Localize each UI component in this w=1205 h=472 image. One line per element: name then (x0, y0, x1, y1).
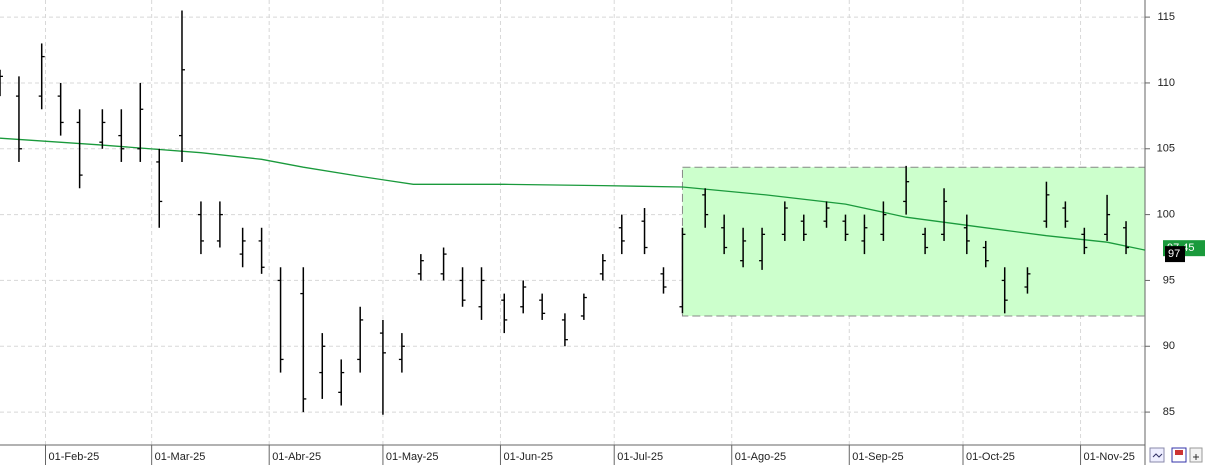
y-tick-label: 115 (1157, 11, 1175, 23)
y-tick-label: 100 (1157, 209, 1175, 221)
y-tick-label: 95 (1163, 274, 1175, 286)
x-tick-label: 01-May-25 (386, 451, 439, 463)
y-tick-label: 85 (1163, 406, 1175, 418)
zoom-icon (1152, 453, 1163, 458)
x-tick-label: 01-Sep-25 (852, 451, 903, 463)
y-tick-label: 90 (1163, 340, 1175, 352)
x-tick-label: 01-Mar-25 (155, 451, 206, 463)
x-tick-label: 01-Abr-25 (272, 451, 321, 463)
x-tick-label: 01-Jun-25 (503, 451, 553, 463)
expand-icon (1193, 454, 1199, 460)
last-price-bg (1165, 246, 1185, 263)
x-tick-label: 01-Ago-25 (735, 451, 786, 463)
x-tick-label: 01-Feb-25 (48, 451, 99, 463)
x-tick-label: 01-Nov-25 (1084, 451, 1135, 463)
highlight-box (681, 166, 1146, 317)
x-tick-label: 01-Oct-25 (966, 451, 1015, 463)
last-price-label: 97 (1168, 248, 1180, 260)
x-tick-label: 01-Jul-25 (617, 451, 663, 463)
y-tick-label: 110 (1157, 77, 1175, 89)
moving-average (0, 137, 1146, 251)
toolbar[interactable] (1149, 447, 1203, 463)
y-tick-label: 105 (1157, 143, 1175, 155)
save-icon (1175, 450, 1183, 455)
